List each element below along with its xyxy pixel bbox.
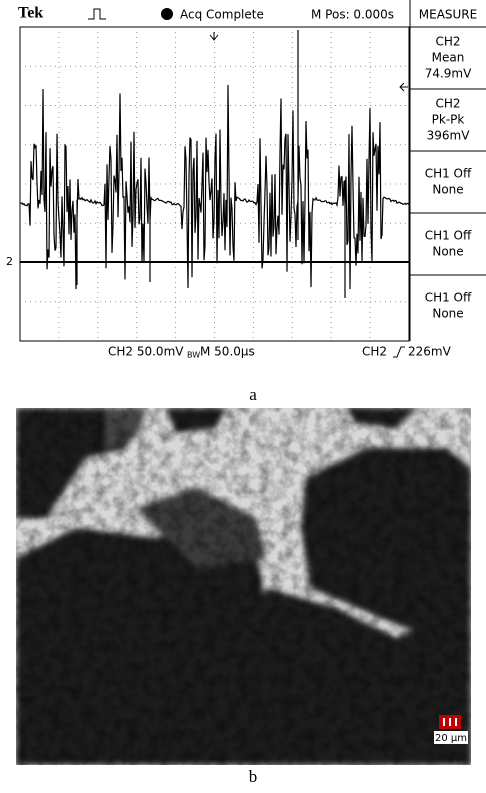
menu-text: 74.9mV — [425, 67, 472, 81]
trigger-level: 226mV — [408, 345, 452, 359]
trigger-level-marker — [399, 82, 408, 92]
menu-text: CH2 — [435, 97, 460, 111]
label-a: a — [249, 385, 257, 404]
menu-text: 396mV — [427, 129, 471, 143]
menu-text: CH1 Off — [425, 291, 472, 305]
waveform — [19, 30, 410, 298]
menu-title: MEASURE — [419, 8, 477, 22]
scale-label: 20 µm — [435, 733, 467, 744]
trigger-icon — [88, 8, 106, 20]
menu-text: Mean — [432, 51, 465, 65]
brand: Tek — [18, 5, 43, 22]
position: M Pos: 0.000s — [311, 8, 394, 22]
acq-dot — [161, 8, 173, 20]
label-b: b — [249, 767, 258, 786]
trigger-slope — [393, 346, 405, 358]
micrograph: 20 µm — [16, 408, 471, 765]
trigger-channel: CH2 — [362, 345, 387, 359]
menu-text: None — [432, 307, 463, 321]
menu-text: CH2 — [435, 35, 460, 49]
menu-text: CH1 Off — [425, 229, 472, 243]
scale: CH2 50.0mV — [108, 345, 184, 359]
channel-marker: 2 — [6, 255, 13, 268]
menu-text: None — [432, 245, 463, 259]
timebase: M 50.0µs — [200, 345, 255, 359]
bandwidth: BW — [187, 351, 200, 360]
measure-menu: CH2 Mean 74.9mV CH2 Pk-Pk 396mV CH1 Off None CH1… — [409, 0, 486, 341]
trigger-pos — [209, 32, 219, 41]
menu-text: Pk-Pk — [432, 113, 465, 127]
status: Acq Complete — [180, 8, 264, 22]
menu-text: None — [432, 183, 463, 197]
menu-text: CH1 Off — [425, 167, 472, 181]
